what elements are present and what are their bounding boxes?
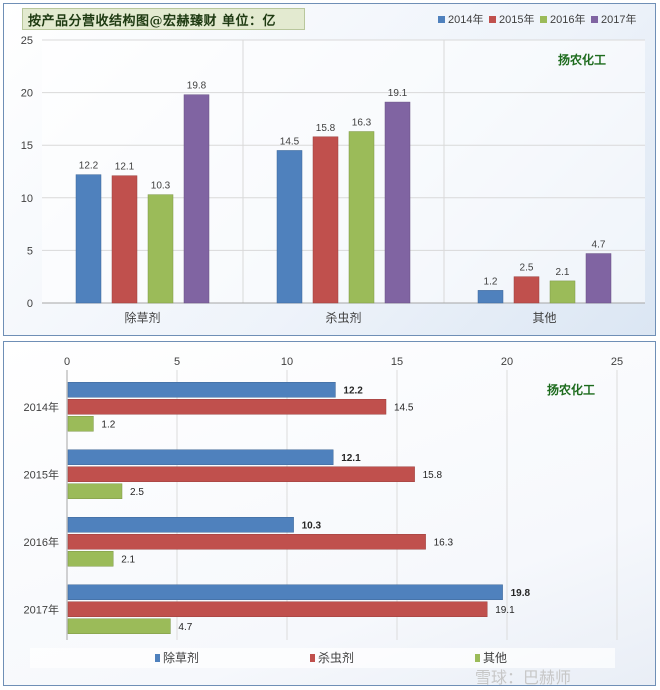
data-label: 10.3 bbox=[151, 181, 171, 192]
data-label: 10.3 bbox=[302, 520, 322, 531]
horizontal-bar bbox=[67, 517, 294, 533]
horizontal-bar bbox=[67, 483, 123, 499]
horizontal-bar bbox=[67, 584, 503, 600]
y-tick-label: 10 bbox=[21, 193, 33, 205]
column-bar bbox=[75, 174, 102, 304]
data-label: 1.2 bbox=[101, 419, 115, 430]
horizontal-bar bbox=[67, 382, 336, 398]
column-bar bbox=[147, 194, 174, 304]
legend-label: 除草剂 bbox=[163, 650, 199, 665]
horizontal-bar bbox=[67, 618, 171, 634]
company-annotation: 扬农化工 bbox=[558, 52, 606, 67]
column-bar bbox=[276, 150, 303, 304]
legend-label: 其他 bbox=[483, 651, 507, 665]
y-tick-label: 25 bbox=[21, 35, 33, 47]
category-label: 除草剂 bbox=[124, 310, 160, 325]
data-label: 16.3 bbox=[352, 118, 372, 129]
data-label: 4.7 bbox=[592, 240, 606, 251]
data-label: 1.2 bbox=[484, 276, 498, 287]
column-bar bbox=[585, 253, 612, 304]
x-tick-label: 20 bbox=[501, 356, 513, 368]
x-tick-label: 0 bbox=[64, 356, 70, 368]
data-label: 19.1 bbox=[388, 88, 408, 99]
horizontal-bar bbox=[67, 449, 334, 465]
data-label: 2.1 bbox=[121, 554, 135, 565]
column-bar bbox=[111, 175, 138, 304]
legend-swatch bbox=[310, 654, 315, 662]
legend-swatch bbox=[155, 654, 160, 662]
legend-swatch bbox=[591, 16, 598, 23]
y-tick-label: 20 bbox=[21, 88, 33, 100]
data-label: 15.8 bbox=[316, 123, 336, 134]
legend-label: 2016年 bbox=[550, 12, 585, 26]
data-label: 15.8 bbox=[423, 470, 443, 481]
legend-swatch bbox=[489, 16, 496, 23]
chart-title: 按产品分营收结构图@宏赫臻财 单位：亿 bbox=[28, 14, 277, 29]
horizontal-bar bbox=[67, 466, 415, 482]
data-label: 14.5 bbox=[394, 402, 414, 413]
column-bar bbox=[549, 280, 576, 304]
column-bar bbox=[477, 290, 504, 304]
legend-label: 2017年 bbox=[601, 12, 636, 26]
category-label: 杀虫剂 bbox=[325, 310, 361, 325]
data-label: 2.5 bbox=[520, 263, 534, 274]
category-label: 2017年 bbox=[24, 602, 59, 616]
chart-title-box bbox=[22, 8, 305, 30]
legend-box bbox=[30, 648, 615, 668]
column-bar bbox=[348, 131, 375, 304]
data-label: 12.2 bbox=[79, 161, 99, 172]
legend-swatch bbox=[475, 654, 480, 662]
data-label: 16.3 bbox=[434, 537, 454, 548]
plot-area bbox=[42, 40, 645, 303]
y-tick-label: 15 bbox=[21, 140, 33, 152]
legend-label: 2014年 bbox=[448, 12, 483, 26]
category-label: 其他 bbox=[532, 311, 556, 325]
data-label: 12.1 bbox=[115, 162, 135, 173]
legend-label: 杀虫剂 bbox=[318, 650, 354, 665]
horizontal-bar bbox=[67, 399, 387, 415]
data-label: 2.5 bbox=[130, 487, 144, 498]
data-label: 12.1 bbox=[341, 453, 361, 464]
column-chart: 0 5 10 15 20 25 12.2 12.1 10.3 19.8 除草剂 14.5 15.8 16.… bbox=[21, 12, 645, 325]
x-tick-label: 5 bbox=[174, 356, 180, 368]
legend-swatch bbox=[540, 16, 547, 23]
column-bar bbox=[513, 276, 540, 304]
x-tick-label: 15 bbox=[391, 356, 403, 368]
horizontal-bar bbox=[67, 416, 94, 432]
category-label: 2016年 bbox=[24, 535, 59, 549]
data-label: 4.7 bbox=[178, 622, 192, 633]
data-label: 14.5 bbox=[280, 136, 300, 147]
x-tick-label: 10 bbox=[281, 356, 293, 368]
horizontal-bar bbox=[67, 551, 114, 567]
column-bar bbox=[183, 94, 210, 304]
data-label: 12.2 bbox=[343, 385, 363, 396]
x-tick-label: 25 bbox=[611, 356, 623, 368]
horizontal-bar bbox=[67, 601, 488, 617]
watermark: 雪球：巴赫师 bbox=[475, 670, 572, 687]
column-bar bbox=[312, 136, 339, 304]
category-label: 2015年 bbox=[24, 467, 59, 481]
category-label: 2014年 bbox=[24, 400, 59, 414]
data-label: 2.1 bbox=[556, 267, 570, 278]
y-tick-label: 5 bbox=[27, 245, 33, 257]
y-tick-label: 0 bbox=[27, 298, 33, 310]
legend-swatch bbox=[438, 16, 445, 23]
horizontal-bar bbox=[67, 534, 426, 550]
column-bar bbox=[384, 101, 411, 304]
data-label: 19.8 bbox=[511, 588, 531, 599]
data-label: 19.1 bbox=[495, 605, 515, 616]
data-label: 19.8 bbox=[187, 81, 207, 92]
company-annotation: 扬农化工 bbox=[547, 382, 595, 397]
legend-label: 2015年 bbox=[499, 12, 534, 26]
